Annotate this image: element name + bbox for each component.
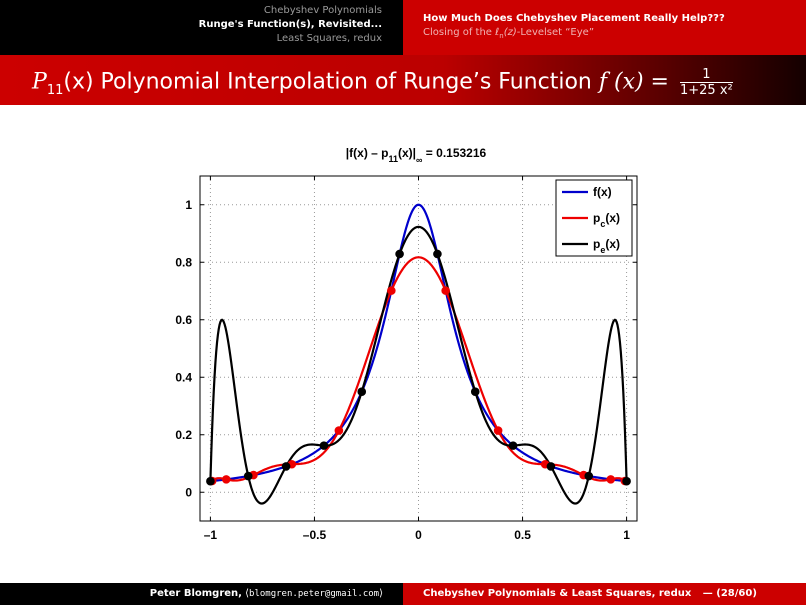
email-close: ⟩: [379, 588, 383, 599]
subsection-nav-next-suffix: -Levelset “Eye”: [516, 27, 594, 38]
y-tick-label: 1: [185, 198, 192, 212]
email-open: ⟨: [241, 588, 250, 599]
footer-title: Chebyshev Polynomials & Least Squares, r…: [403, 583, 806, 605]
node-marker-pe: [622, 476, 631, 486]
axis-ticks: –1 –0.5 0 0.5 1 0 0.2 0.4 0.6 0.8 1: [175, 176, 637, 542]
node-marker-pc: [334, 426, 344, 435]
x-tick-label: 0: [415, 528, 422, 542]
node-markers: [206, 249, 631, 486]
node-marker-pe: [319, 441, 329, 450]
y-tick-label: 0.8: [175, 255, 192, 269]
curve-f: [210, 203, 627, 483]
fraction-numerator: 1: [679, 67, 733, 83]
x-tick-label: 1: [623, 528, 630, 542]
node-marker-pe: [281, 462, 291, 471]
page-number: — (28/60): [702, 588, 757, 599]
chart-title: |f(x) – p11(x)|∞ = 0.153216: [346, 146, 487, 165]
node-marker-pe: [470, 387, 480, 397]
levelset-arg: (z): [503, 27, 517, 38]
x-tick-label: –0.5: [303, 528, 327, 542]
top-header: Chebyshev Polynomials Runge's Function(s…: [0, 0, 806, 55]
node-marker-pe: [508, 441, 518, 450]
author-name: Peter Blomgren,: [149, 588, 242, 599]
node-marker-pe: [584, 471, 594, 481]
legend-label: f(x): [593, 185, 612, 199]
title-function: f (x) =: [598, 69, 669, 95]
subsection-nav-next-prefix: Closing of the: [423, 27, 496, 38]
node-marker-pe: [395, 249, 404, 259]
y-tick-label: 0.2: [175, 428, 192, 442]
slide-title-bar: P11(x) Polynomial Interpolation of Runge…: [0, 55, 806, 105]
section-nav-item-least-squares[interactable]: Least Squares, redux: [276, 33, 382, 44]
author-email[interactable]: blomgren.peter@gmail.com: [249, 589, 380, 599]
footer-presentation-title[interactable]: Chebyshev Polynomials & Least Squares, r…: [423, 588, 692, 599]
levelset-symbol: ℓ: [495, 27, 500, 38]
subsection-nav: How Much Does Chebyshev Placement Really…: [403, 0, 806, 55]
section-nav-item-runge[interactable]: Runge's Function(s), Revisited...: [198, 19, 382, 30]
curve-pe: [209, 225, 628, 505]
levelset-subscript: n: [499, 32, 504, 40]
node-marker-pc: [493, 426, 503, 435]
node-marker-pe: [546, 462, 556, 471]
y-tick-label: 0.4: [175, 370, 192, 384]
node-marker-pe: [433, 249, 442, 259]
runge-interpolation-chart: |f(x) – p11(x)|∞ = 0.153216 –1 –0.5 0 0.5 1 0…: [175, 146, 638, 542]
fraction-denominator: 1+25 x²: [679, 83, 733, 98]
footer: Peter Blomgren, ⟨blomgren.peter@gmail.co…: [0, 583, 806, 605]
y-tick-label: 0.6: [175, 313, 192, 327]
node-marker-pc: [441, 286, 450, 295]
subsection-nav-next[interactable]: Closing of the ℓn(z)-Levelset “Eye”: [423, 26, 806, 43]
node-marker-pc: [387, 286, 396, 295]
legend-label: pc(x): [593, 211, 620, 229]
curve-pc: [209, 256, 628, 484]
legend-label: pe(x): [593, 237, 620, 255]
curves: [209, 203, 628, 505]
y-tick-label: 0: [185, 485, 192, 499]
node-marker-pe: [206, 476, 215, 486]
title-poly-subscript: 11: [46, 82, 64, 98]
section-nav-item-chebyshev[interactable]: Chebyshev Polynomials: [263, 5, 382, 16]
x-tick-label: –1: [204, 528, 218, 542]
node-marker-pc: [221, 475, 231, 484]
node-marker-pe: [357, 387, 367, 397]
node-marker-pe: [243, 471, 253, 481]
slide-title: P11(x) Polynomial Interpolation of Runge…: [32, 67, 733, 98]
subsection-nav-current[interactable]: How Much Does Chebyshev Placement Really…: [423, 13, 725, 24]
title-poly-arg: (x): [63, 69, 94, 95]
runge-fraction: 1 1+25 x²: [679, 67, 733, 98]
section-nav: Chebyshev Polynomials Runge's Function(s…: [0, 0, 403, 55]
title-poly-symbol: P: [32, 69, 47, 95]
x-tick-label: 0.5: [514, 528, 531, 542]
footer-author: Peter Blomgren, ⟨blomgren.peter@gmail.co…: [0, 583, 403, 605]
node-marker-pc: [606, 475, 616, 484]
legend: f(x) pc(x) pe(x): [555, 179, 633, 257]
title-text: Polynomial Interpolation of Runge’s Func…: [93, 69, 599, 95]
